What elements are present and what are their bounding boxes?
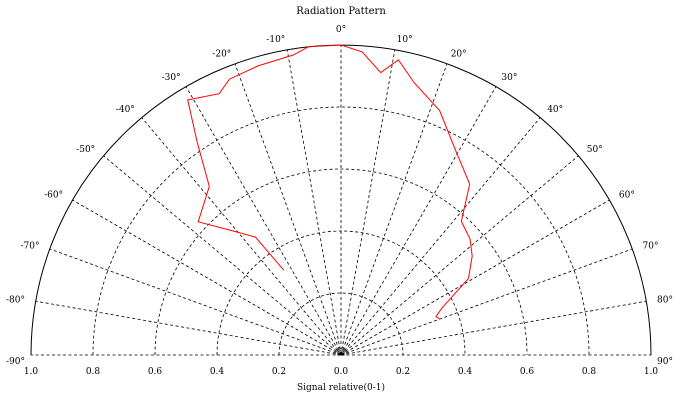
radius-tick-label: 0.4 [458,367,473,377]
radius-tick-label: 0.8 [582,367,597,377]
radius-tick-label: 1.0 [644,367,659,377]
grid-spoke [340,86,497,356]
radius-tick-label: 0.0 [334,367,349,377]
angle-tick-label: 80° [657,295,673,305]
radius-tick-label: 0.8 [86,367,101,377]
grid-arc [154,168,528,356]
chart-title: Radiation Pattern [296,6,386,17]
grid-spoke [234,63,342,356]
angle-tick-label: 10° [397,35,413,45]
radius-tick-label: 0.6 [148,367,163,377]
x-axis-label: Signal relative(0-1) [297,382,385,393]
angle-tick-label: -90° [6,357,25,367]
grid-spoke [103,155,342,356]
angle-tick-label: 60° [619,191,635,201]
angle-tick-label: 90° [657,357,673,367]
grid-spoke [141,117,342,356]
angle-tick-label: -70° [21,241,40,251]
grid-spoke [340,248,633,356]
angle-tick-label: -80° [6,295,25,305]
grid-spoke [340,199,610,356]
grid-spoke [286,49,342,356]
grid-spoke [35,300,342,356]
angle-tick-label: -60° [44,191,63,201]
radius-tick-label: 0.2 [396,367,410,377]
angle-tick-label: -10° [266,35,285,45]
grid-spoke [340,300,647,356]
angle-tick-label: 0° [336,25,346,35]
radius-tick-label: 0.4 [210,367,225,377]
angle-tick-label: 70° [643,241,659,251]
grid-arc [278,292,404,356]
grid [30,44,652,356]
grid-arc [92,106,590,356]
grid-spoke [340,49,396,356]
angle-tick-label: -20° [212,50,231,60]
grid-spoke [340,117,541,356]
angle-tick-label: 50° [587,145,603,155]
radius-tick-label: 0.2 [272,367,286,377]
angle-tick-label: -30° [162,73,181,83]
grid-spoke [185,86,342,356]
grid-spoke [340,155,579,356]
angle-tick-label: 30° [501,73,517,83]
angle-tick-label: 20° [451,50,467,60]
grid-spoke [49,248,342,356]
grid-spoke [72,199,342,356]
radiation-trace-line [187,44,473,320]
radius-tick-label: 0.6 [520,367,535,377]
origin-marker [337,350,345,356]
angle-tick-labels: -90° -80° -70° -60° -50° -40° -30° -20° -10° 0° 10… [6,25,673,367]
data-series [187,44,473,320]
radius-tick-label: 1.0 [24,367,39,377]
angle-tick-label: -40° [116,105,135,115]
angle-tick-label: -50° [76,145,95,155]
grid-spoke [340,63,448,356]
radius-tick-labels: 1.0 0.8 0.6 0.4 0.2 0.0 0.2 0.4 0.6 0.8 1.0 [24,367,659,377]
angle-tick-label: 40° [547,105,563,115]
